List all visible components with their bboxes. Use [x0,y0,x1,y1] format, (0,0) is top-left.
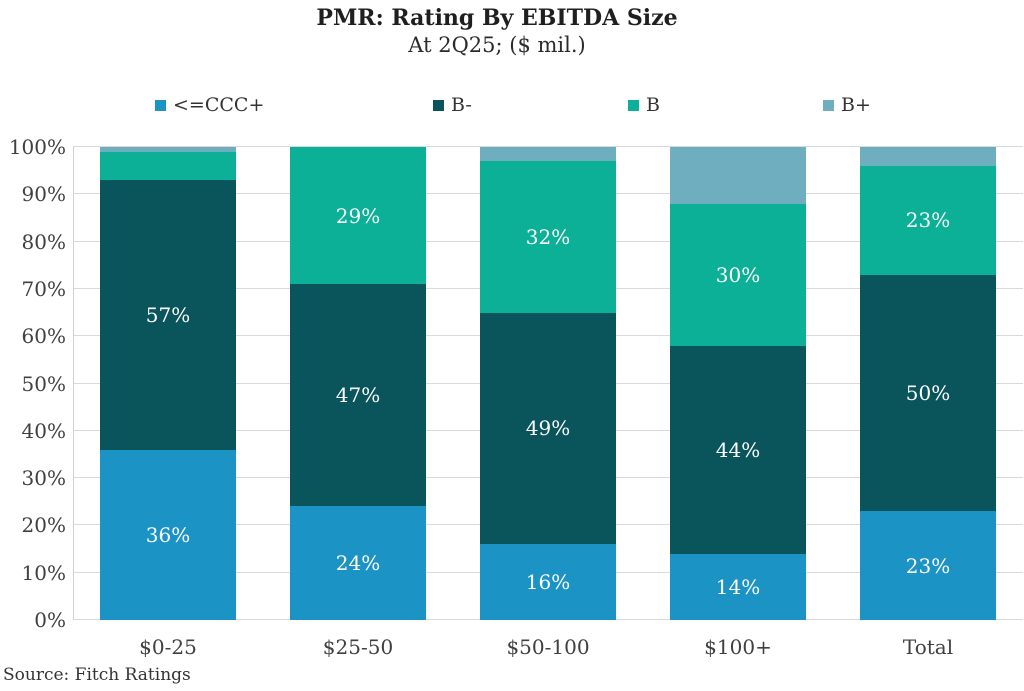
x-tick-label: $0-25 [139,635,197,659]
bar-segment-B: 23% [860,165,996,275]
y-axis-tick-labels: 0% 10% 20% 30% 40% 50% 60% 70% 80% 90% 100% [0,136,66,631]
bar-segment-<=CCC+: 36% [100,449,236,620]
data-label: 44% [715,437,761,462]
bar-segment-B-: 57% [100,180,236,450]
y-tick-label: 20% [21,513,66,538]
bar-segment-B-: 50% [860,274,996,512]
chart-header: PMR: Rating By EBITDA Size At 2Q25; ($ m… [0,5,994,58]
chart-title: PMR: Rating By EBITDA Size [316,5,678,31]
data-label: 16% [525,570,571,595]
legend-label: B- [451,94,472,116]
legend: <=CCC+ B- B B+ [0,94,1024,116]
bar-segment-B-: 47% [290,284,426,507]
bar-segment-B+ [100,147,236,152]
legend-item-1: <=CCC+ [155,94,264,116]
data-label: 36% [145,522,191,547]
bar-segment-B+ [860,147,996,166]
y-tick-label: 90% [21,182,66,207]
source-note: Source: Fitch Ratings [3,665,191,685]
x-tick-label: $25-50 [322,635,394,659]
bar-segment-B: 30% [670,203,806,346]
y-axis-line [73,147,74,620]
bar-segment-<=CCC+: 14% [670,553,806,620]
stacked-bar-Total: 23% 50% 23% [860,147,996,620]
legend-item-3: B [628,94,660,116]
stacked-bar-$0-25: 36% 57% [100,147,236,620]
legend-item-2: B- [433,94,472,116]
y-tick-label: 50% [21,371,66,396]
chart-subtitle: At 2Q25; ($ mil.) [408,33,586,57]
data-label: 50% [905,380,951,405]
y-tick-label: 60% [21,324,66,349]
data-label: 24% [335,551,381,576]
data-label: 23% [905,208,951,233]
data-label: 49% [525,416,571,441]
legend-swatch-icon [155,99,166,111]
y-tick-label: 40% [21,418,66,443]
bar-segment-<=CCC+: 23% [860,511,996,620]
bar-segment-<=CCC+: 16% [480,544,616,620]
bar-segment-B+ [670,147,806,204]
legend-swatch-icon [823,99,834,111]
stacked-bar-$50-100: 16% 49% 32% [480,147,616,620]
x-tick-label: $100+ [704,635,772,659]
data-label: 32% [525,224,571,249]
stacked-bar-$100+: 14% 44% 30% [670,147,806,620]
data-label: 57% [145,302,191,327]
data-label: 29% [335,203,381,228]
data-label: 23% [905,553,951,578]
data-label: 30% [715,262,761,287]
gridline [73,146,1023,147]
bar-segment-B-: 44% [670,345,806,554]
legend-item-4: B+ [823,94,871,116]
data-label: 14% [715,574,761,599]
legend-label: B+ [841,94,871,116]
stacked-bar-$25-50: 24% 47% 29% [290,147,426,620]
x-axis-tick-labels: $0-25 $25-50 $50-100 $100+ Total [73,634,1023,660]
plot-area: 36% 57% 24% 47% 29% 16% 49% 32% 14% 44% 30% 23% 50% 2… [73,146,1023,620]
y-tick-label: 30% [21,466,66,491]
legend-label: B [646,94,660,116]
data-label: 47% [335,383,381,408]
legend-label: <=CCC+ [173,94,265,116]
y-tick-label: 0% [34,608,66,632]
y-tick-label: 100% [8,135,66,159]
legend-swatch-icon [433,99,444,111]
bar-segment-B-: 49% [480,312,616,545]
bar-segment-B+ [480,147,616,162]
bar-segment-B [100,151,236,181]
legend-swatch-icon [628,99,639,111]
bar-segment-B: 32% [480,161,616,313]
bar-segment-<=CCC+: 24% [290,506,426,620]
bar-segment-B: 29% [290,147,426,285]
y-tick-label: 80% [21,229,66,254]
x-tick-label: Total [902,635,954,659]
y-tick-label: 70% [21,276,66,301]
y-tick-label: 10% [21,560,66,585]
x-tick-label: $50-100 [506,635,590,659]
